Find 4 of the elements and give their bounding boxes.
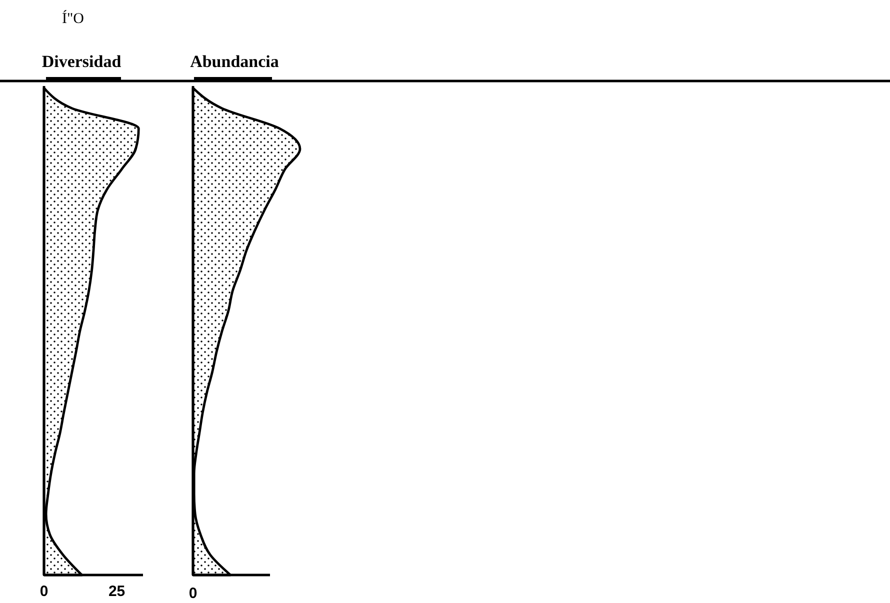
- x-tick-label: 25: [108, 583, 126, 600]
- chart-title: Abundancia: [190, 52, 280, 71]
- chart-title: Diversidad: [42, 52, 122, 71]
- text: Í"O: [62, 10, 84, 27]
